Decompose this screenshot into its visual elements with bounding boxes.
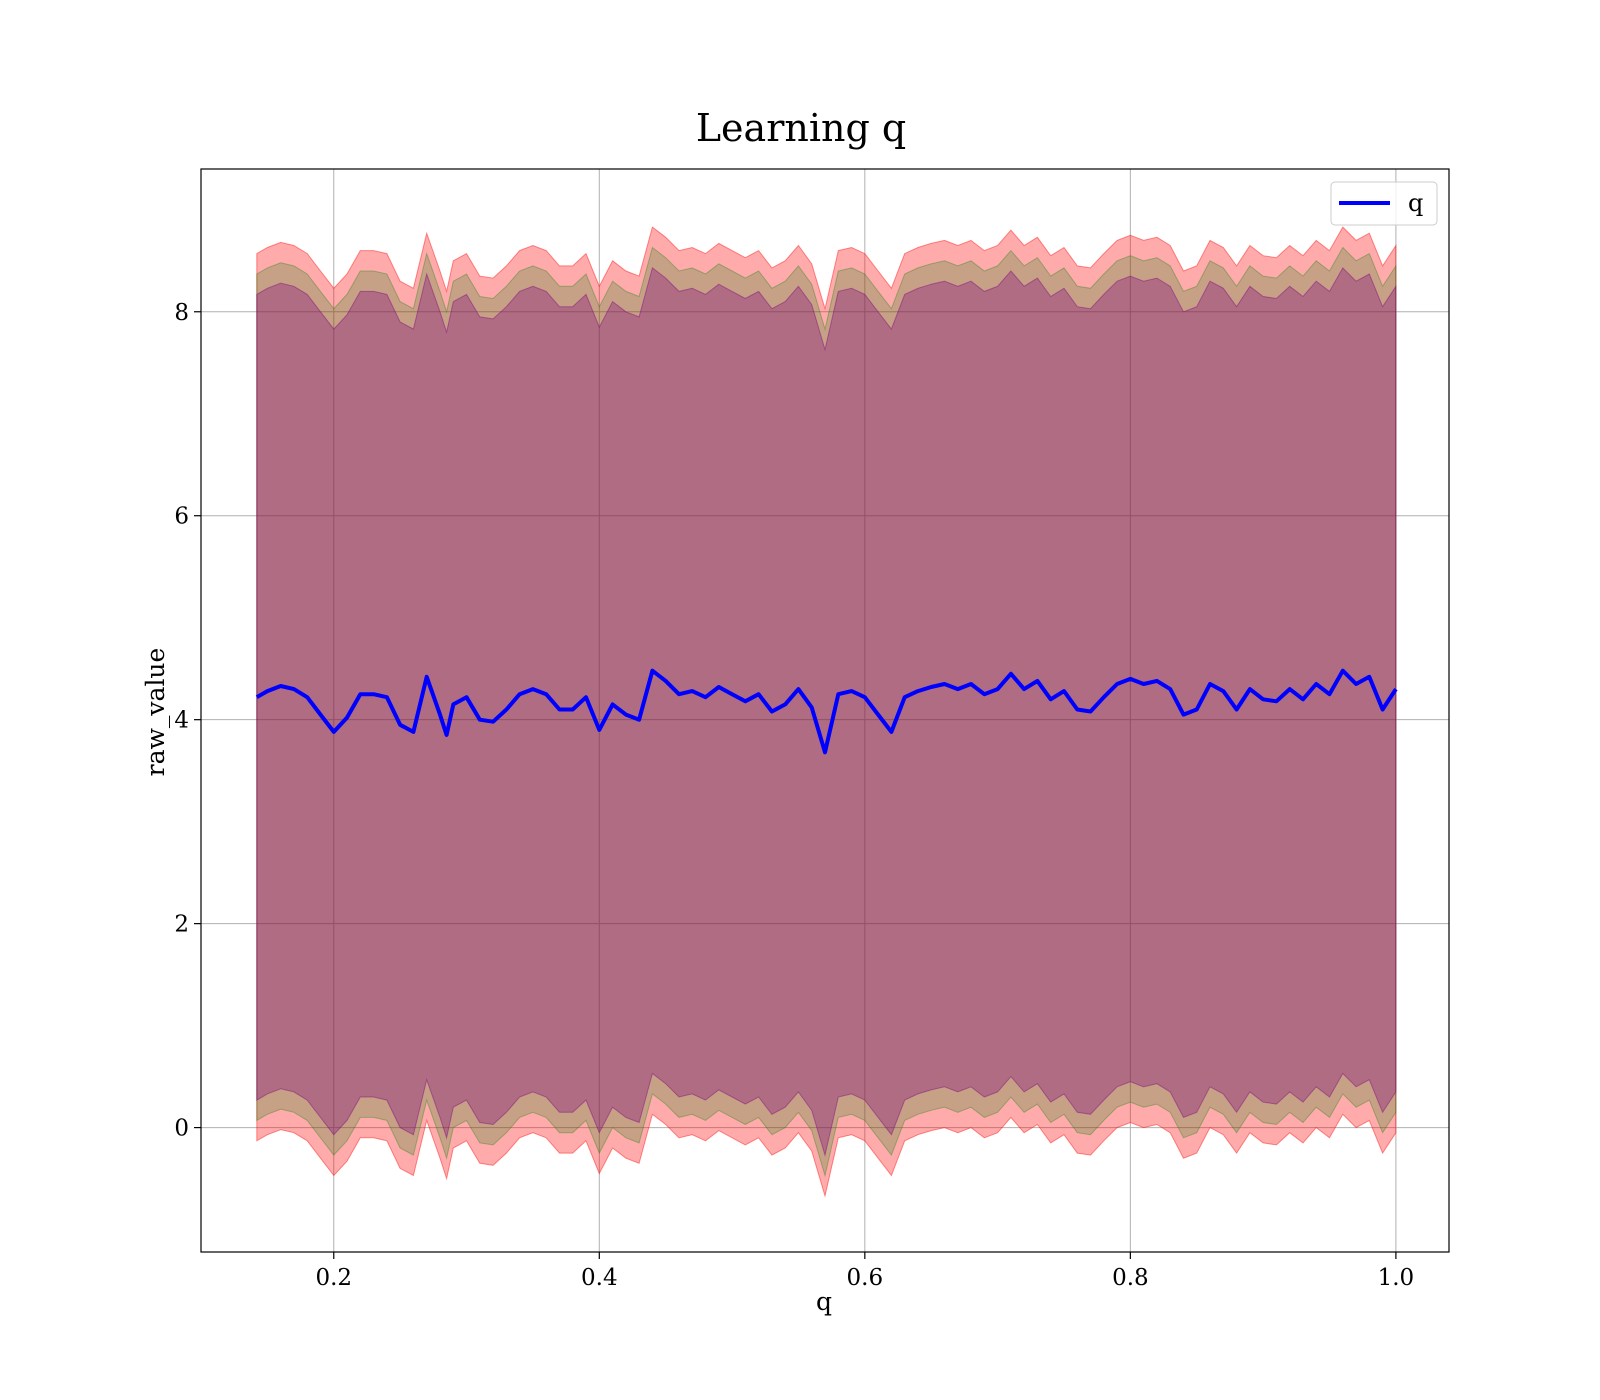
x-tick-label: 0.8 [1112,1265,1149,1291]
series-lines [255,668,1398,755]
series-line-q [255,668,1398,755]
x-tick-label: 0.6 [847,1265,884,1291]
confidence-band-3 [256,267,1397,1158]
confidence-band-1 [256,226,1397,1198]
x-axis-label: q [816,1287,832,1316]
y-tick-label: 8 [174,300,189,326]
y-tick-label: 2 [174,912,189,938]
x-tick-label: 0.2 [315,1265,352,1291]
chart-title: Learning q [696,106,906,150]
y-tick-label: 4 [174,708,189,734]
legend-label: q [1408,189,1423,217]
y-tick-label: 0 [174,1116,189,1142]
y-ticks: 0 2 4 6 8 [174,300,201,1142]
x-tick-label: 1.0 [1378,1265,1415,1291]
y-tick-label: 6 [174,504,189,530]
confidence-band-2 [256,246,1397,1178]
x-ticks: 0.2 0.4 0.6 0.8 1.0 [315,1252,1414,1291]
legend: q [1330,181,1438,226]
plot-frame [200,168,1450,1253]
x-tick-label: 0.4 [581,1265,618,1291]
y-axis-label: raw_value [141,648,170,777]
grid [201,169,1449,1252]
confidence-bands [256,226,1397,1198]
